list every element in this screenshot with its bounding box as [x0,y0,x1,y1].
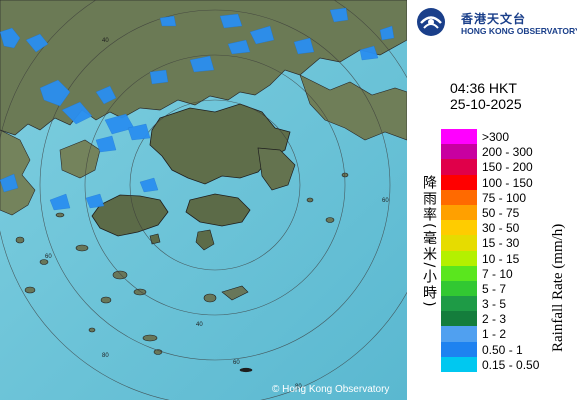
legend-range-label: 0.15 - 0.50 [482,357,540,372]
legend-range-label: 1 - 2 [482,327,507,342]
legend-range-label: 30 - 50 [482,221,520,236]
east-coast-land [299,74,407,141]
lamma-island [195,229,215,251]
legend-range-label: 2 - 3 [482,312,507,327]
hko-logo-icon [417,8,445,36]
legend-swatch [441,189,477,205]
legend-range-label: 50 - 75 [482,205,520,220]
copyright-text: © Hong Kong Observatory [272,384,390,395]
legend-range-label: >300 [482,130,510,144]
legend-range-label: 100 - 150 [482,175,533,190]
legend-range-label: 150 - 200 [482,160,533,175]
legend-swatch [441,296,477,312]
radar-range-rings [0,0,407,400]
radar-map: 40 60 60 80 40 60 80 [0,0,407,400]
legend-range-label: 0.50 - 1 [482,342,523,357]
legend-swatch [441,326,477,342]
legend-range-label: 15 - 30 [482,236,520,251]
legend-title-en: Rainfall Rate (mm/h) [550,223,566,352]
legend-swatch [441,174,477,190]
org-name-zh: 香港天文台 [461,12,527,26]
legend-range-label: 5 - 7 [482,281,507,296]
legend-swatch [441,159,477,175]
rain-echo [0,7,395,211]
legend-swatch [441,356,477,372]
legend-swatch [441,265,477,281]
legend-range-label: 200 - 300 [482,145,533,160]
legend-range-label: 75 - 100 [482,190,527,205]
hong-kong-island [185,193,251,227]
legend-swatch [441,144,477,160]
legend-title-zh: 降雨率(毫米/小時) [421,175,437,309]
legend-swatch [441,250,477,266]
legend-swatch [441,220,477,236]
legend-range-label: 7 - 10 [482,266,513,281]
legend-range-label: 3 - 5 [482,297,507,312]
legend-swatch [441,311,477,327]
legend-swatch [441,280,477,297]
sai-kung-peninsula [257,147,296,191]
radar-date: 25-10-2025 [450,96,522,112]
radar-time: 04:36 HKT [450,80,517,96]
legend-panel: 香港天文台 HONG KONG OBSERVATORY 04:36 HKT 25… [407,0,577,400]
mainland-west [0,129,36,216]
ring-label: 60 [382,198,389,204]
radar-map-image: 40 60 60 80 40 60 80 [0,0,407,400]
ring-label: 60 [45,254,52,260]
ring-label: 80 [295,384,302,390]
legend-swatch [441,129,477,145]
legend-swatch [441,235,477,251]
legend-swatch [441,341,477,357]
ring-label: 40 [196,322,203,328]
org-name-en: HONG KONG OBSERVATORY [461,26,577,36]
cheung-chau [149,233,161,245]
ring-label: 40 [102,38,109,44]
ring-label: 80 [102,353,109,359]
ring-label: 60 [233,360,240,366]
legend-range-label: 10 - 15 [482,251,520,266]
hko-logo: 香港天文台 HONG KONG OBSERVATORY [415,6,577,38]
lantau-island [91,194,169,237]
legend-swatch [441,204,477,221]
ring-labels: 40 60 60 80 40 60 80 [45,38,389,390]
